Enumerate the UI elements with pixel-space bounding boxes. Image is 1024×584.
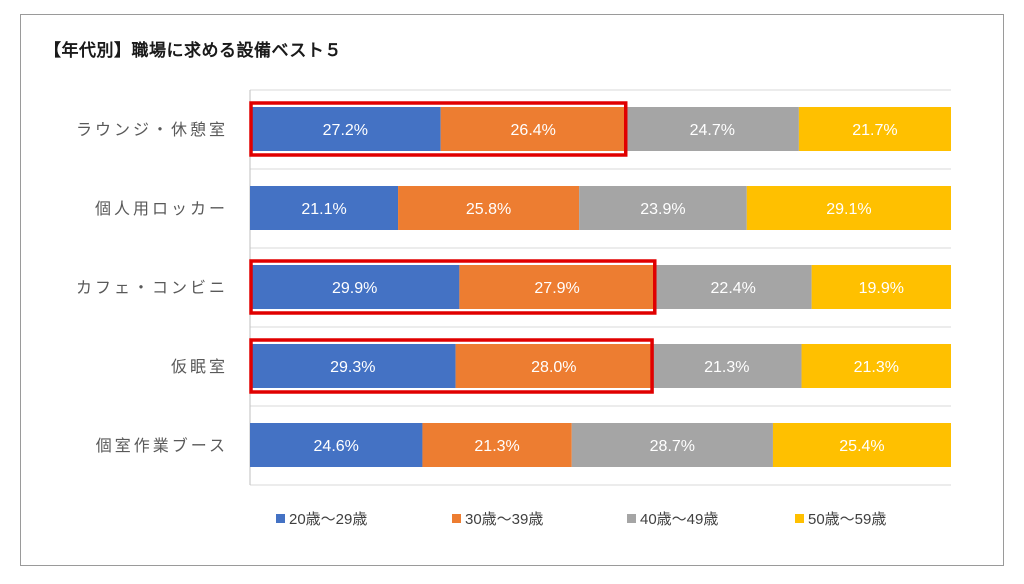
bar-segment xyxy=(422,423,572,467)
bar-segment xyxy=(398,186,580,230)
bar-segment xyxy=(250,265,460,309)
highlight-box xyxy=(249,259,657,315)
legend-label: 30歳〜39歳 xyxy=(465,511,543,528)
bar-segment xyxy=(798,107,951,151)
data-label: 25.8% xyxy=(466,201,511,218)
data-label: 21.3% xyxy=(854,359,899,376)
bar-segment xyxy=(250,107,441,151)
bar-segment xyxy=(571,423,773,467)
data-label: 29.9% xyxy=(332,280,377,297)
legend-swatch xyxy=(276,514,285,523)
data-label: 29.3% xyxy=(330,359,375,376)
data-label: 28.7% xyxy=(650,438,695,455)
data-label: 21.1% xyxy=(301,201,346,218)
data-label: 27.9% xyxy=(534,280,579,297)
category-label: ラウンジ・休憩室 xyxy=(76,120,228,139)
category-label: 個室作業ブース xyxy=(96,436,228,455)
bar-segment xyxy=(459,265,655,309)
data-label: 21.7% xyxy=(852,122,897,139)
legend-label: 20歳〜29歳 xyxy=(289,511,367,528)
data-label: 23.9% xyxy=(640,201,685,218)
highlight-box xyxy=(249,101,628,157)
legend-swatch xyxy=(627,514,636,523)
data-label: 26.4% xyxy=(511,122,556,139)
bar-segment xyxy=(772,423,951,467)
data-label: 21.3% xyxy=(474,438,519,455)
legend-label: 50歳〜59歳 xyxy=(808,511,886,528)
data-label: 24.6% xyxy=(314,438,359,455)
bar-segment xyxy=(250,344,456,388)
bar-segment xyxy=(625,107,799,151)
chart-title: 【年代別】職場に求める設備ベスト５ xyxy=(44,41,342,61)
data-label: 28.0% xyxy=(531,359,576,376)
bar-segment xyxy=(455,344,653,388)
category-label: 個人用ロッカー xyxy=(95,199,228,218)
legend-swatch xyxy=(795,514,804,523)
highlight-box xyxy=(249,338,654,394)
category-label: カフェ・コンビニ xyxy=(76,278,228,297)
bar-segment xyxy=(250,423,423,467)
data-label: 19.9% xyxy=(859,280,904,297)
bar-segment xyxy=(250,186,399,230)
data-label: 29.1% xyxy=(826,201,871,218)
bar-segment xyxy=(654,265,812,309)
data-label: 21.3% xyxy=(704,359,749,376)
data-label: 27.2% xyxy=(323,122,368,139)
legend-swatch xyxy=(452,514,461,523)
bar-segment xyxy=(811,265,951,309)
bar-segment xyxy=(746,186,951,230)
legend-label: 40歳〜49歳 xyxy=(640,511,718,528)
data-label: 22.4% xyxy=(711,280,756,297)
bar-segment xyxy=(579,186,747,230)
data-label: 24.7% xyxy=(690,122,735,139)
bar-segment xyxy=(440,107,626,151)
bar-segment xyxy=(652,344,802,388)
data-label: 25.4% xyxy=(839,438,884,455)
bar-segment xyxy=(801,344,951,388)
category-label: 仮眠室 xyxy=(171,357,228,376)
